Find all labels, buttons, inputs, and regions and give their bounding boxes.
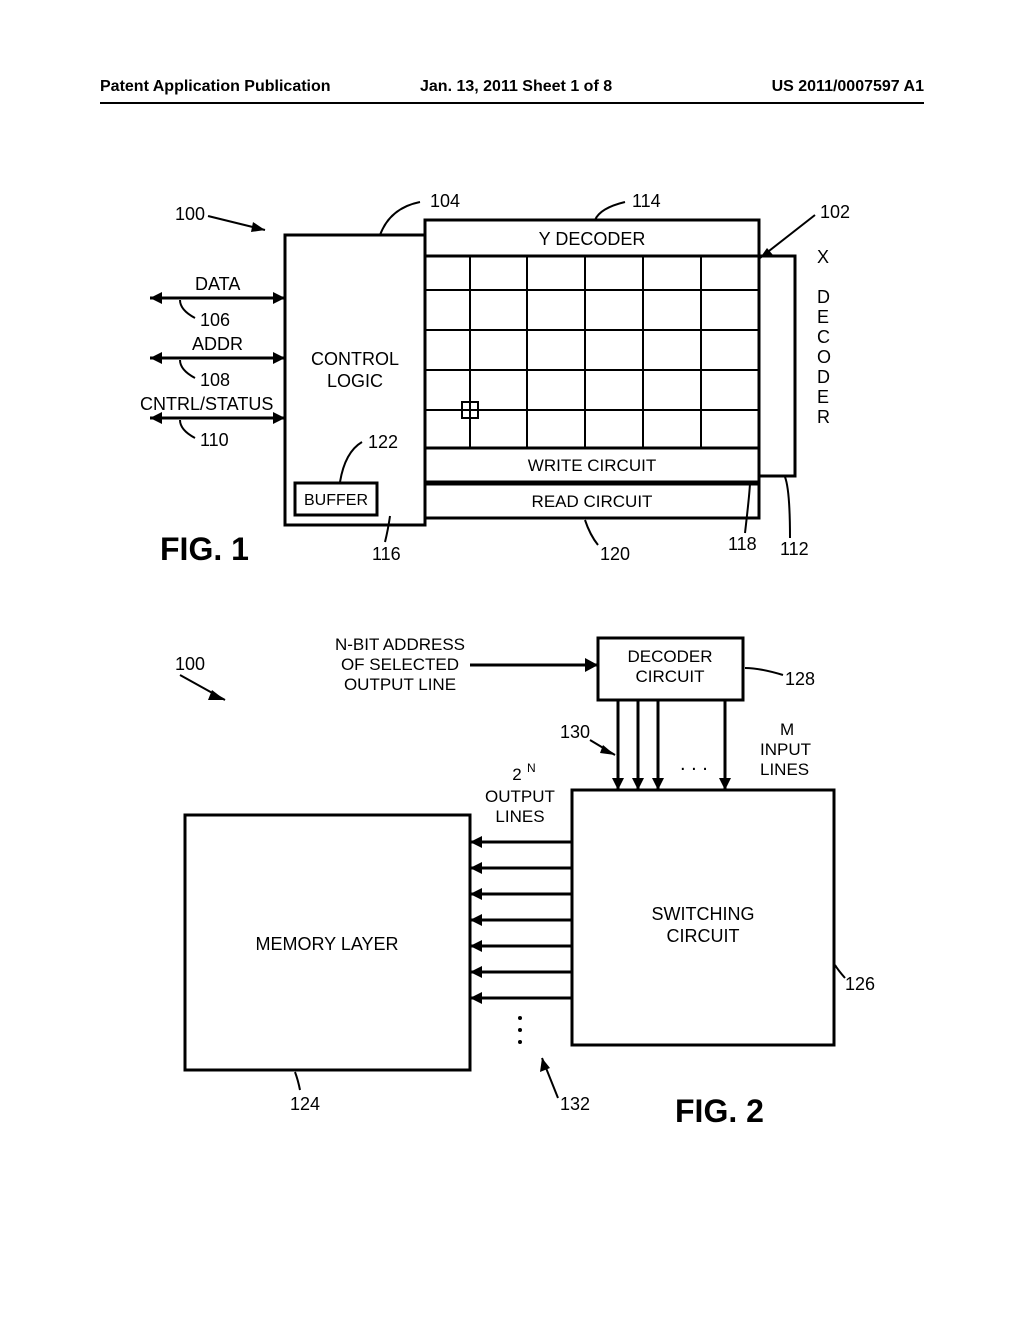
ref-104-line — [380, 202, 420, 235]
ref-112-line — [785, 477, 790, 538]
ref-104-text: 104 — [430, 191, 460, 211]
buffer-text: BUFFER — [304, 492, 368, 509]
addr-label: ADDR — [192, 334, 243, 354]
decoder-dots: . . . — [680, 753, 708, 775]
x-decoder-r: R — [817, 407, 830, 427]
two-n-text: 2 — [512, 765, 521, 784]
y-decoder-text: Y DECODER — [539, 229, 646, 249]
figure-1: CONTROL LOGIC BUFFER Y DECODER X D E C O… — [120, 190, 900, 590]
ref-126-line — [835, 965, 845, 978]
x-decoder-c: C — [817, 327, 830, 347]
switching-text-1: SWITCHING — [652, 904, 755, 924]
fig2-svg: N-BIT ADDRESS OF SELECTED OUTPUT LINE DE… — [120, 620, 900, 1150]
memory-grid — [425, 256, 759, 448]
decoder-down-3-arrow — [652, 778, 664, 790]
ref-110-text: 110 — [200, 430, 229, 450]
addr-arrow-r — [273, 352, 285, 364]
ref-132-arrow — [540, 1058, 550, 1072]
out-6-arrow — [470, 966, 482, 978]
x-decoder-e: E — [817, 307, 829, 327]
ref-124-text: 124 — [290, 1094, 320, 1114]
ref-132-text: 132 — [560, 1094, 590, 1114]
cntrl-label: CNTRL/STATUS — [140, 394, 273, 414]
addr-arrow-l — [150, 352, 162, 364]
ref-130-text: 130 — [560, 722, 590, 742]
switching-text-2: CIRCUIT — [667, 926, 740, 946]
ref-106-line — [180, 300, 195, 318]
ref-112-text: 112 — [780, 539, 809, 559]
ref-128-text: 128 — [785, 669, 815, 689]
x-decoder-x: X — [817, 247, 829, 267]
ref-122-text: 122 — [368, 432, 398, 452]
decoder-text-2: CIRCUIT — [636, 667, 705, 686]
ref-116-text: 116 — [372, 544, 401, 564]
decoder-down-2-arrow — [632, 778, 644, 790]
vdot-2 — [518, 1028, 522, 1032]
vdot-1 — [518, 1016, 522, 1020]
fig1-label: FIG. 1 — [160, 531, 249, 567]
x-decoder-d2: D — [817, 367, 830, 387]
decoder-down-4-arrow — [719, 778, 731, 790]
ref-128-line — [745, 668, 783, 675]
out-1-arrow — [470, 836, 482, 848]
x-decoder-d: D — [817, 287, 830, 307]
out-3-arrow — [470, 888, 482, 900]
header-left: Patent Application Publication — [100, 78, 331, 96]
ref-120-line — [585, 520, 598, 545]
out-5-arrow — [470, 940, 482, 952]
control-logic-text-1: CONTROL — [311, 349, 399, 369]
write-circuit-text: WRITE CIRCUIT — [528, 456, 656, 475]
control-logic-text-2: LOGIC — [327, 371, 383, 391]
out-7-arrow — [470, 992, 482, 1004]
ref-106-text: 106 — [200, 310, 230, 330]
decoder-down-1-arrow — [612, 778, 624, 790]
ref-126-text: 126 — [845, 974, 875, 994]
data-arrow-r — [273, 292, 285, 304]
m-input-input: INPUT — [760, 740, 811, 759]
read-circuit-text: READ CIRCUIT — [532, 492, 653, 511]
figure-2: N-BIT ADDRESS OF SELECTED OUTPUT LINE DE… — [120, 620, 900, 1150]
data-label: DATA — [195, 274, 240, 294]
output-text: OUTPUT — [485, 787, 555, 806]
out-2-arrow — [470, 862, 482, 874]
lines-text: LINES — [495, 807, 544, 826]
fig1-svg: CONTROL LOGIC BUFFER Y DECODER X D E C O… — [120, 190, 900, 590]
ref-102-text: 102 — [820, 202, 850, 222]
memory-layer-text: MEMORY LAYER — [255, 934, 398, 954]
x-decoder-e2: E — [817, 387, 829, 407]
x-decoder-box — [759, 256, 795, 476]
out-4-arrow — [470, 914, 482, 926]
ref-114-line — [595, 202, 625, 220]
two-n-sup: N — [527, 761, 536, 775]
data-arrow-l — [150, 292, 162, 304]
ref-118-text: 118 — [728, 534, 757, 554]
nbit-arrow-head — [585, 658, 598, 672]
nbit-text-3: OUTPUT LINE — [344, 675, 456, 694]
ref-120-text: 120 — [600, 544, 630, 564]
nbit-text-2: OF SELECTED — [341, 655, 459, 674]
m-input-m: M — [780, 720, 794, 739]
nbit-text-1: N-BIT ADDRESS — [335, 635, 465, 654]
header-center: Jan. 13, 2011 Sheet 1 of 8 — [420, 78, 612, 96]
ref-100-fig2-text: 100 — [175, 654, 205, 674]
decoder-text-1: DECODER — [627, 647, 712, 666]
ref-100-text: 100 — [175, 204, 205, 224]
ref-108-text: 108 — [200, 370, 230, 390]
patent-page: Patent Application Publication Jan. 13, … — [0, 0, 1024, 1320]
ref-124-line — [295, 1072, 300, 1090]
page-header: Patent Application Publication Jan. 13, … — [100, 78, 924, 104]
ref-110-line — [180, 420, 195, 438]
ref-114-text: 114 — [632, 191, 661, 211]
ref-108-line — [180, 360, 195, 378]
fig2-label: FIG. 2 — [675, 1093, 764, 1129]
m-input-lines: LINES — [760, 760, 809, 779]
cntrl-arrow-r — [273, 412, 285, 424]
x-decoder-o: O — [817, 347, 831, 367]
vdot-3 — [518, 1040, 522, 1044]
header-right: US 2011/0007597 A1 — [772, 78, 924, 96]
